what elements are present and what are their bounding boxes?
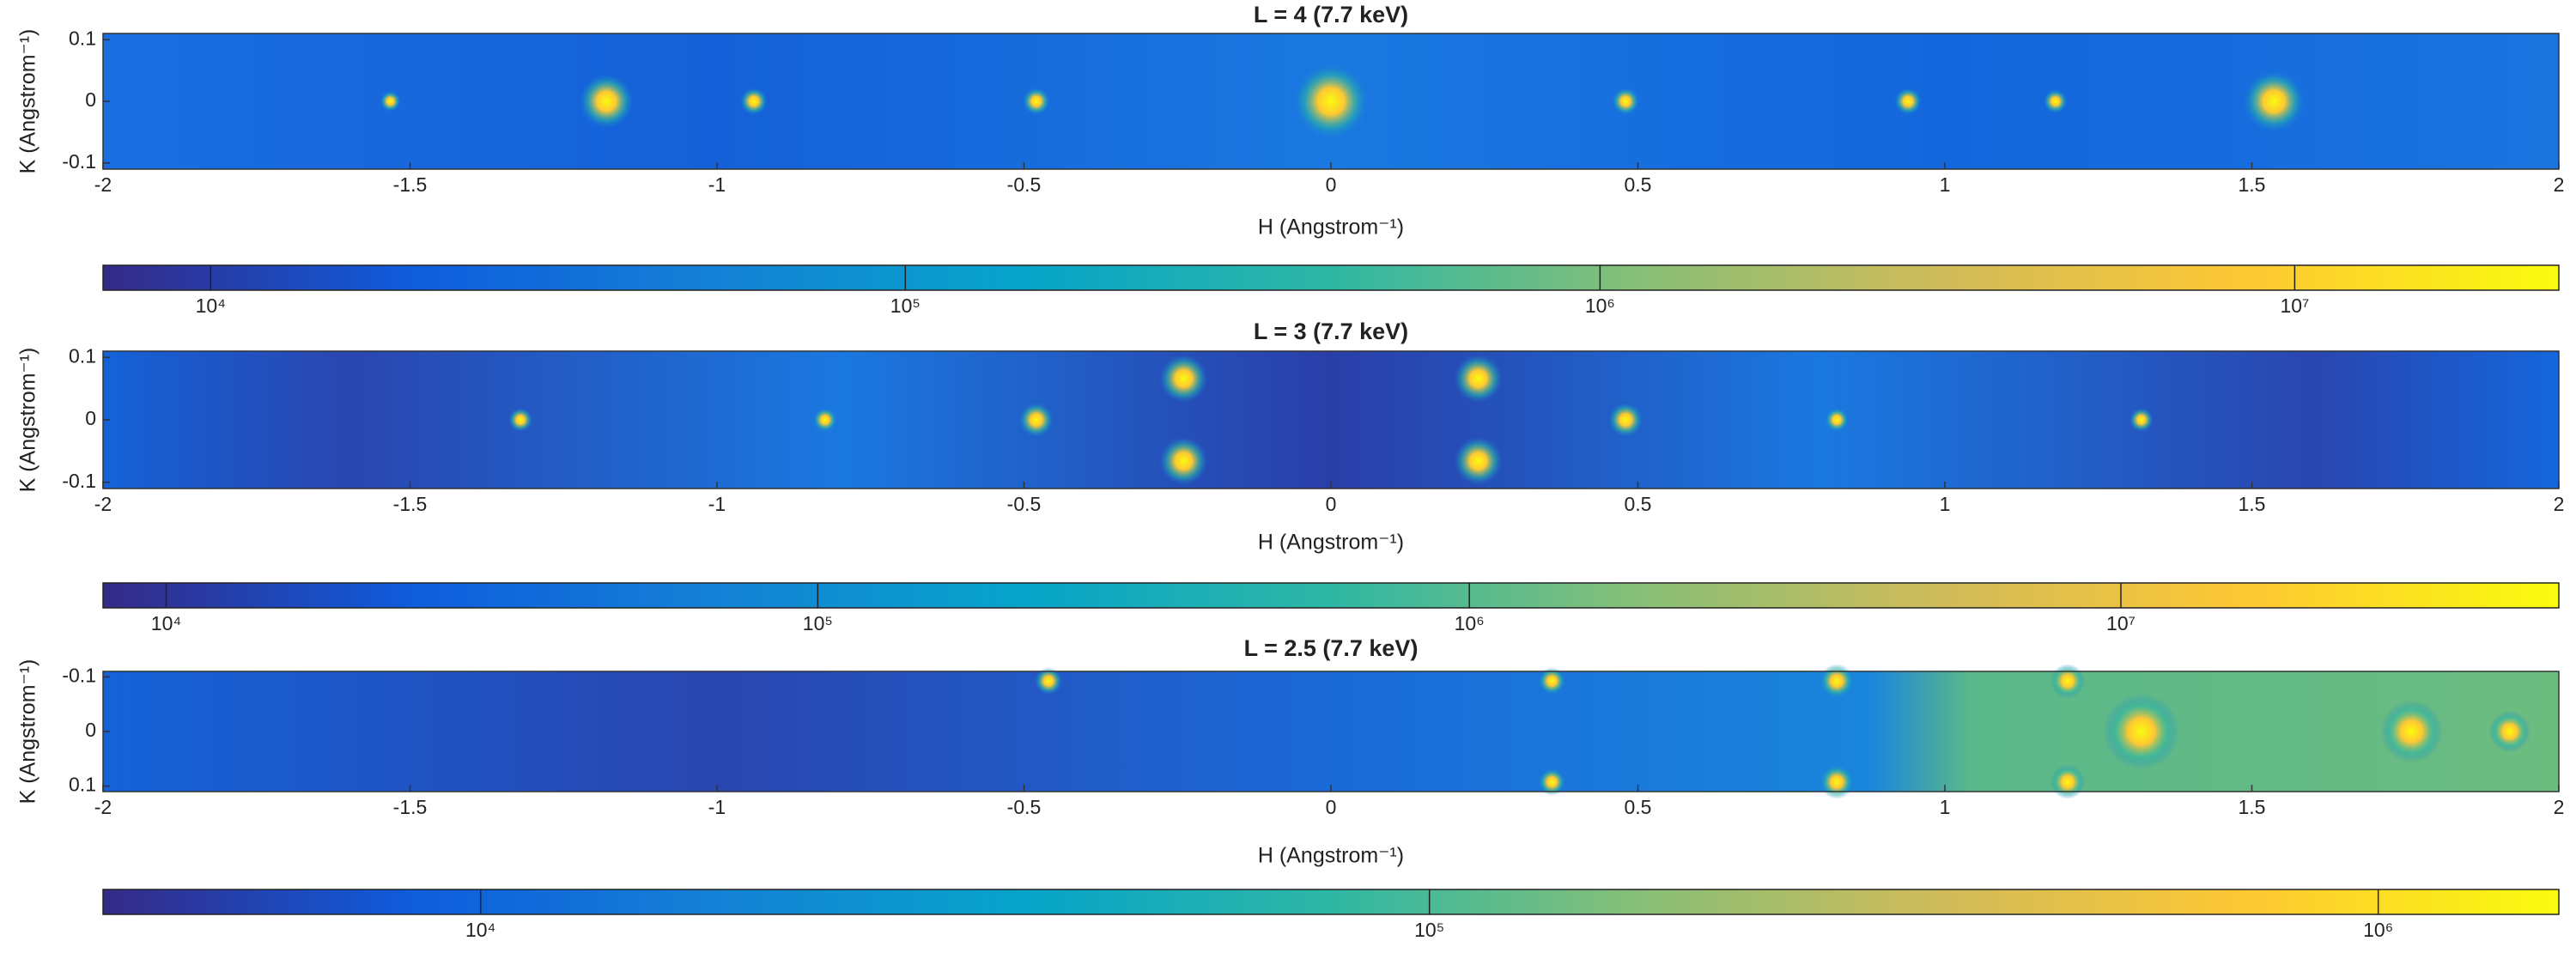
colorbar bbox=[102, 582, 2560, 609]
y-tick-label: -0.1 bbox=[62, 150, 96, 173]
intensity-spot bbox=[2243, 70, 2306, 132]
x-tick-label: 0 bbox=[1326, 493, 1337, 515]
chart-title: L = 4 (7.7 keV) bbox=[1254, 2, 1408, 27]
colorbar-tick-label: 10⁶ bbox=[2363, 919, 2393, 941]
y-axis-label: K (Angstrom⁻¹) bbox=[16, 29, 40, 174]
colorbar-tick-label: 10⁶ bbox=[1455, 612, 1485, 634]
x-tick-label: -0.5 bbox=[1007, 796, 1042, 818]
x-tick-label: -1 bbox=[708, 796, 726, 818]
colorbar-tick-label: 10⁵ bbox=[803, 612, 833, 634]
intensity-spot bbox=[1825, 408, 1850, 432]
x-tick-label: -0.5 bbox=[1007, 493, 1042, 515]
x-tick-label: 2 bbox=[2554, 796, 2565, 818]
colorbar-tick-label: 10⁵ bbox=[1414, 919, 1444, 941]
intensity-spot bbox=[2050, 764, 2085, 799]
x-tick-label: 0 bbox=[1326, 796, 1337, 818]
intensity-spot bbox=[2050, 664, 2085, 699]
x-tick-label: -1.5 bbox=[393, 796, 428, 818]
intensity-spot bbox=[2488, 711, 2530, 752]
x-axis-label: H (Angstrom⁻¹) bbox=[1258, 531, 1404, 555]
intensity-spot bbox=[2103, 694, 2179, 769]
y-tick-label: 0.1 bbox=[69, 344, 96, 367]
y-tick-label: -0.1 bbox=[62, 470, 96, 492]
intensity-spot bbox=[1612, 88, 1640, 115]
x-axis-label: H (Angstrom⁻¹) bbox=[1258, 844, 1404, 868]
x-tick-label: 1.5 bbox=[2239, 173, 2266, 196]
intensity-spot bbox=[1159, 355, 1208, 403]
x-tick-label: 1.5 bbox=[2239, 796, 2266, 818]
chart-title: L = 3 (7.7 keV) bbox=[1254, 319, 1408, 344]
x-tick-label: -0.5 bbox=[1007, 173, 1042, 196]
x-tick-label: 1 bbox=[1940, 493, 1951, 515]
intensity-spot bbox=[1820, 664, 1855, 699]
y-tick-label: 0 bbox=[85, 719, 96, 741]
x-tick-label: 0.5 bbox=[1625, 173, 1652, 196]
colorbar-tick-label: 10⁴ bbox=[196, 294, 226, 317]
y-axis-label: K (Angstrom⁻¹) bbox=[16, 659, 40, 804]
x-tick-label: -1.5 bbox=[393, 493, 428, 515]
x-tick-label: -2 bbox=[94, 493, 112, 515]
intensity-spot bbox=[1293, 64, 1369, 139]
y-axis-label: K (Angstrom⁻¹) bbox=[16, 348, 40, 493]
colorbar bbox=[102, 264, 2560, 291]
x-axis-label: H (Angstrom⁻¹) bbox=[1258, 215, 1404, 240]
y-tick-label: 0 bbox=[85, 88, 96, 111]
colorbar-tick-label: 10⁵ bbox=[890, 294, 920, 317]
y-tick-label: 0.1 bbox=[69, 27, 96, 49]
heatmap-image bbox=[103, 351, 2559, 489]
x-tick-label: 1.5 bbox=[2239, 493, 2266, 515]
x-tick-label: -1.5 bbox=[393, 173, 428, 196]
colorbar bbox=[102, 889, 2560, 915]
colorbar-tick-label: 10⁶ bbox=[1585, 294, 1615, 317]
intensity-spot bbox=[579, 74, 635, 129]
intensity-spot bbox=[1538, 667, 1566, 695]
colorbar-tick-label: 10⁴ bbox=[465, 919, 495, 941]
x-tick-label: -1 bbox=[708, 173, 726, 196]
colorbar-tick-label: 10⁴ bbox=[151, 612, 181, 634]
x-tick-label: 0.5 bbox=[1625, 796, 1652, 818]
colorbar-tick-label: 10⁷ bbox=[2106, 612, 2136, 634]
chart-title: L = 2.5 (7.7 keV) bbox=[1244, 635, 1419, 661]
y-tick-label: 0 bbox=[85, 407, 96, 429]
intensity-spot bbox=[1018, 403, 1054, 437]
intensity-spot bbox=[1159, 437, 1208, 485]
intensity-spot bbox=[1454, 437, 1503, 485]
x-tick-label: 0.5 bbox=[1625, 493, 1652, 515]
intensity-spot bbox=[2380, 701, 2443, 762]
x-tick-label: -2 bbox=[94, 796, 112, 818]
intensity-spot bbox=[1820, 764, 1855, 799]
intensity-spot bbox=[1608, 403, 1643, 437]
intensity-spot bbox=[1035, 667, 1063, 695]
intensity-spot bbox=[380, 91, 401, 112]
intensity-spot bbox=[739, 88, 768, 115]
x-tick-label: 2 bbox=[2554, 493, 2565, 515]
intensity-spot bbox=[1454, 355, 1503, 403]
x-tick-label: 2 bbox=[2554, 173, 2565, 196]
y-tick-label: -0.1 bbox=[62, 664, 96, 686]
x-tick-label: -1 bbox=[708, 493, 726, 515]
intensity-spot bbox=[1538, 768, 1566, 796]
intensity-spot bbox=[1022, 88, 1050, 115]
x-tick-label: 1 bbox=[1940, 796, 1951, 818]
intensity-spot bbox=[2043, 89, 2068, 113]
intensity-spot bbox=[2129, 408, 2154, 432]
intensity-spot bbox=[812, 408, 837, 432]
intensity-spot bbox=[508, 408, 533, 432]
y-tick-label: 0.1 bbox=[69, 774, 96, 796]
intensity-spot bbox=[1894, 88, 1923, 115]
colorbar-tick-label: 10⁷ bbox=[2280, 294, 2309, 317]
x-tick-label: -2 bbox=[94, 173, 112, 196]
heatmap-image bbox=[103, 671, 2559, 792]
x-tick-label: 0 bbox=[1326, 173, 1337, 196]
x-tick-label: 1 bbox=[1940, 173, 1951, 196]
